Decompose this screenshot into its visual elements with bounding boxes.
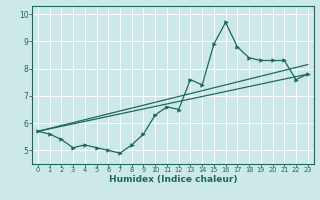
X-axis label: Humidex (Indice chaleur): Humidex (Indice chaleur)	[108, 175, 237, 184]
